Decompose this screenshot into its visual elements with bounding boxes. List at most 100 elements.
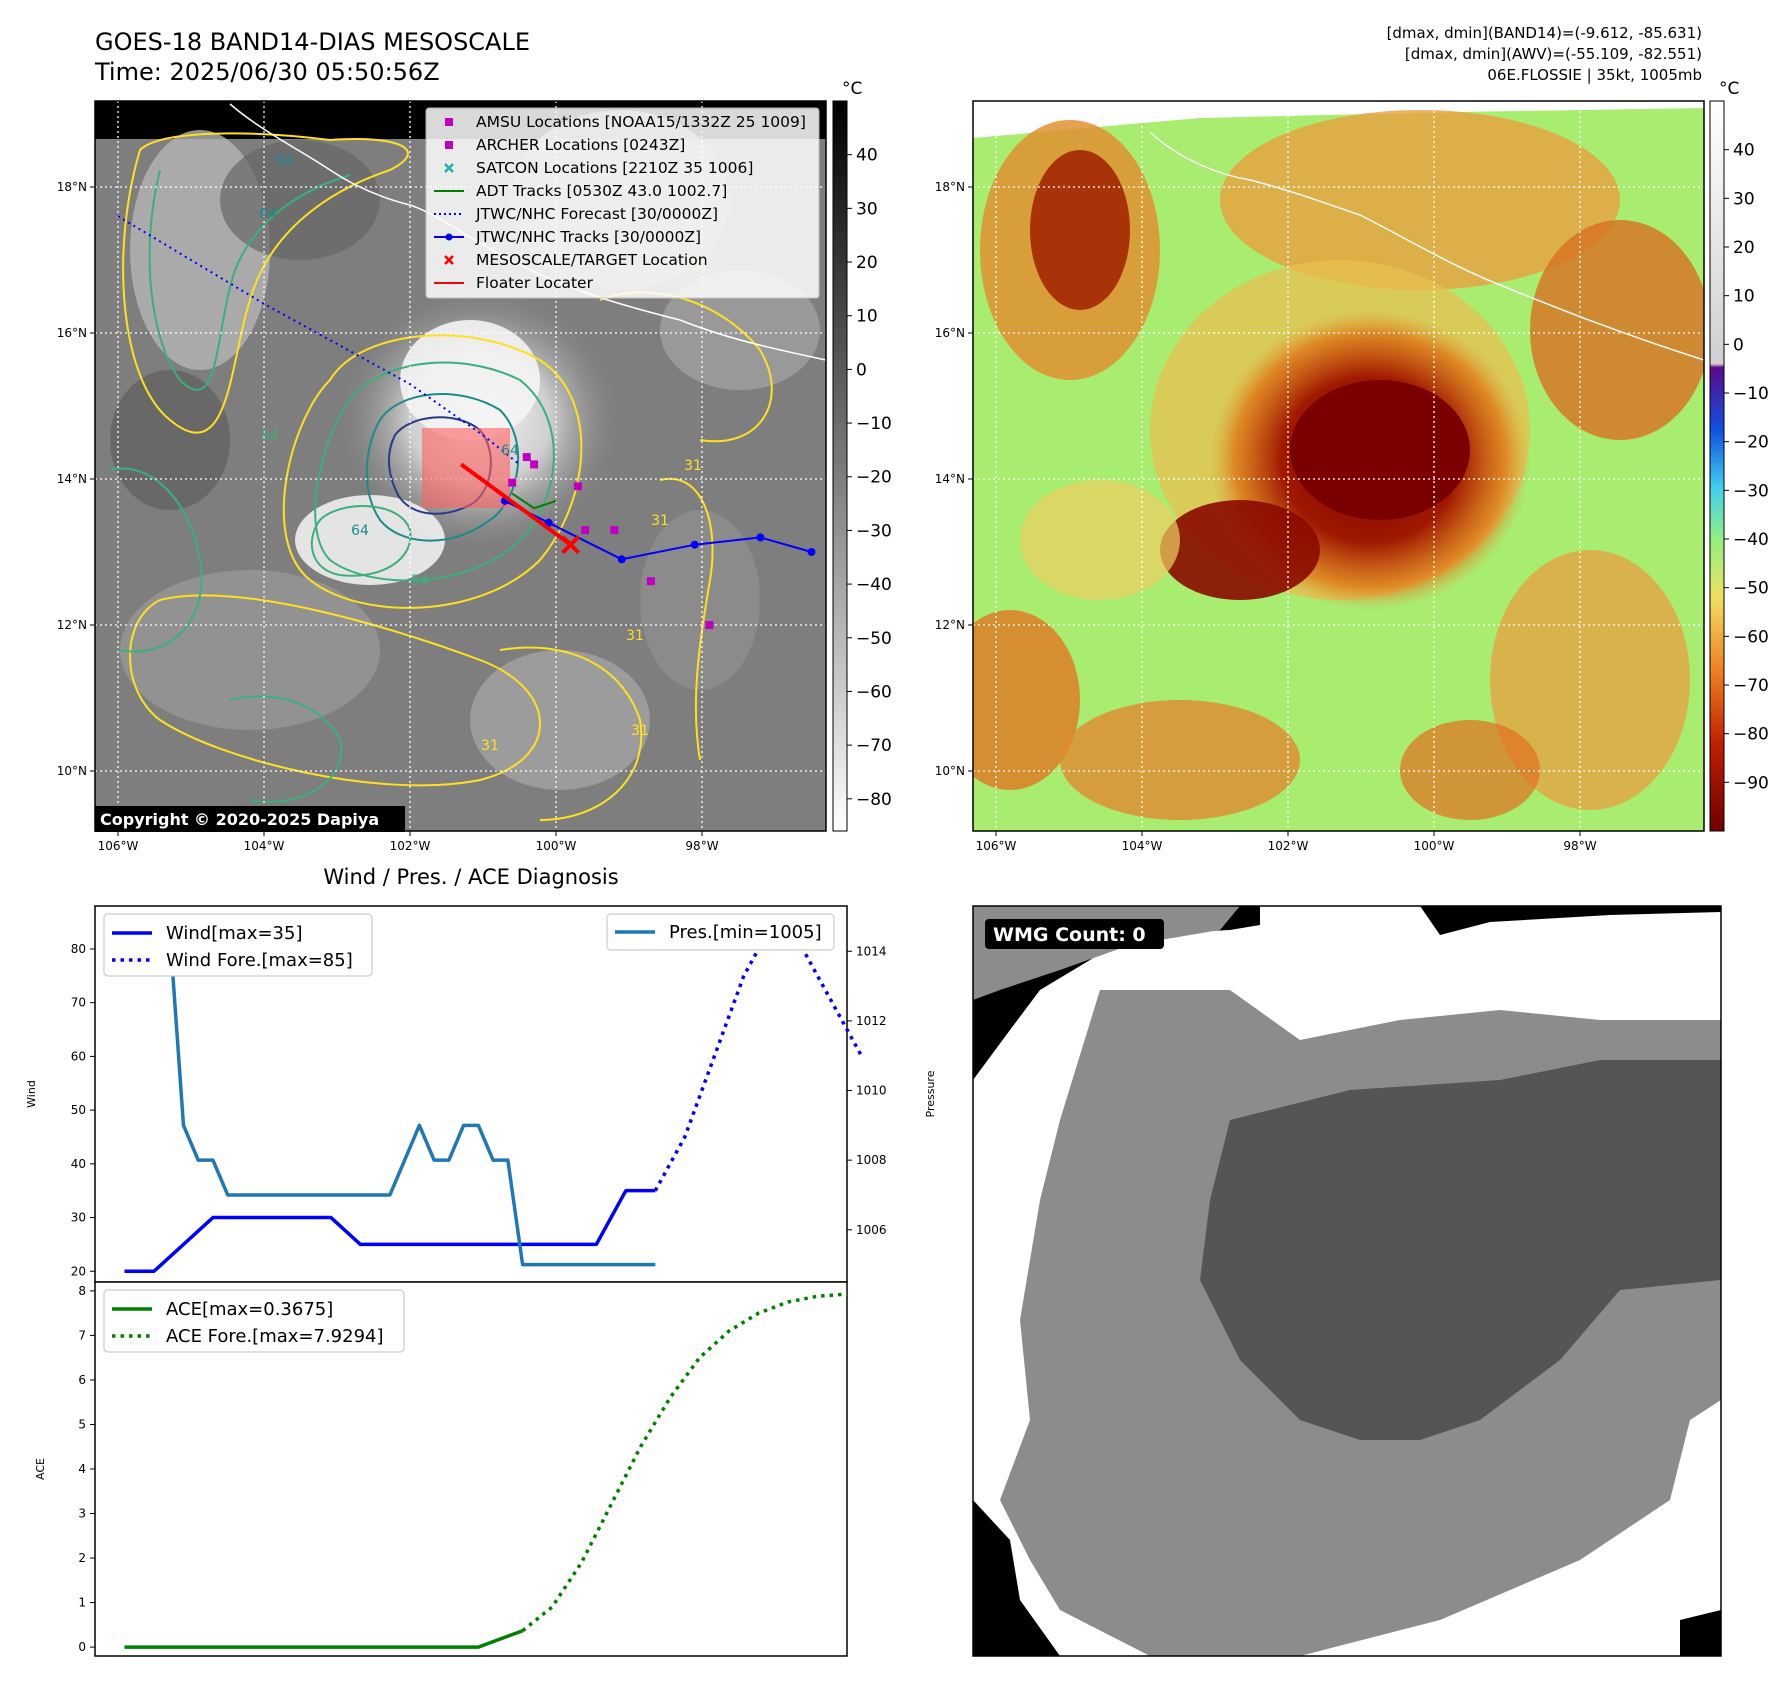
pressure-tick-label: 1008 — [856, 1153, 887, 1167]
colorbar-tick-label: −50 — [856, 629, 892, 649]
lon-tick-label: 102°W — [390, 839, 431, 853]
map-legend: AMSU Locations [NOAA15/1332Z 25 1009] ARC… — [425, 107, 820, 299]
copyright-text: Copyright © 2020-2025 Dapiya — [100, 810, 379, 829]
floater-locater-line — [459, 462, 572, 547]
legend-entry-label: ARCHER Locations [0243Z] — [476, 136, 685, 154]
colorbar-tick-label: 30 — [1733, 189, 1755, 209]
square-marker-icon — [445, 118, 453, 126]
contour-label: 64 — [259, 206, 277, 222]
contour-label: 64 — [276, 153, 294, 169]
ir-lon-ticks: 106°W 104°W 102°W 100°W 98°W — [98, 831, 719, 853]
wind-axis-label: Wind — [25, 1080, 38, 1108]
awv-lon-ticks: 106°W 104°W 102°W 100°W 98°W — [976, 831, 1597, 853]
ir-map: 646454313131313131546464 Copyright © 202… — [94, 100, 827, 832]
colorbar-tick-label: 0 — [1733, 335, 1744, 355]
adt-track-line — [511, 492, 557, 510]
legend-ace: ACE[max=0.3675] — [166, 1299, 333, 1320]
ace-tick-label: 6 — [78, 1373, 86, 1387]
archer-marker — [522, 453, 531, 462]
colorbar-tick-label: 40 — [856, 146, 878, 166]
wind-tick-label: 80 — [71, 942, 86, 956]
colorbar-tick-label: 20 — [856, 253, 878, 273]
ir-lat-ticks: 18°N 16°N 14°N 12°N 10°N — [57, 180, 95, 778]
lon-tick-label: 98°W — [1563, 839, 1596, 853]
ir-track-layer — [117, 215, 816, 629]
ace-tick-label: 3 — [78, 1507, 86, 1521]
colorbar-tick-label: −80 — [856, 790, 892, 810]
ace-tick-label: 0 — [78, 1640, 86, 1654]
contour-label: 54 — [411, 573, 429, 589]
track-point — [807, 548, 816, 556]
colorbar-tick-label: 0 — [856, 360, 867, 380]
lat-tick-label: 10°N — [57, 764, 87, 778]
ace-series — [124, 1292, 848, 1649]
colorbar-tick-label: −20 — [1733, 433, 1769, 453]
best-track-line — [504, 500, 812, 561]
wind-tick-label: 70 — [71, 996, 86, 1010]
mesoscale-target-marker — [561, 535, 581, 555]
legend-entry-label: Floater Locater — [476, 274, 594, 292]
info-storm: 06E.FLOSSIE | 35kt, 1005mb — [1487, 66, 1702, 84]
colorbar-tick-label: −40 — [1733, 530, 1769, 550]
lat-tick-label: 16°N — [935, 326, 965, 340]
wmg-panel: WMG Count: 0 — [972, 905, 1722, 1657]
lat-tick-label: 16°N — [57, 326, 87, 340]
lat-tick-label: 18°N — [57, 180, 87, 194]
lat-tick-label: 14°N — [935, 472, 965, 486]
x-marker-icon — [444, 163, 454, 173]
square-marker-icon — [445, 141, 453, 149]
legend-entry-label: SATCON Locations [2210Z 35 1006] — [476, 159, 753, 177]
lon-tick-label: 106°W — [976, 839, 1017, 853]
colorbar-tick-label: −70 — [856, 736, 892, 756]
legend-entry-label: JTWC/NHC Tracks [30/0000Z] — [475, 228, 701, 246]
legend-ace-fore: ACE Fore.[max=7.9294] — [166, 1326, 384, 1347]
lat-tick-label: 14°N — [57, 472, 87, 486]
pressure-tick-label: 1010 — [856, 1084, 887, 1098]
pressure-tick-label: 1006 — [856, 1223, 887, 1237]
line-dot-icon — [434, 233, 464, 241]
colorbar-tick-label: 20 — [1733, 238, 1755, 258]
wind-tick-label: 30 — [71, 1211, 86, 1225]
colorbar-tick-label: −10 — [856, 414, 892, 434]
color-colorbar: °C 40 30 20 10 0 −10 −20 −30 −40 −50 −60 −70 −80 −90 — [1709, 79, 1769, 832]
figure-time: Time: 2025/06/30 05:50:56Z — [94, 58, 440, 86]
legend-pres: Pres.[min=1005] — [669, 922, 822, 943]
legend-entry-label: ADT Tracks [0530Z 43.0 1002.7] — [476, 182, 727, 200]
wind-pressure-panel: 20 30 40 50 60 70 80 1006 1008 1010 1012 1014 Wind… — [25, 905, 937, 1283]
archer-marker — [581, 526, 590, 535]
ace-tick-label: 2 — [78, 1551, 86, 1565]
figure-title: GOES-18 BAND14-DIAS MESOSCALE — [95, 28, 530, 56]
colorbar-tick-label: 10 — [856, 307, 878, 327]
colorbar-tick-label: 40 — [1733, 141, 1755, 161]
gray-colorbar-unit: °C — [842, 79, 862, 99]
wind-tick-label: 40 — [71, 1157, 86, 1171]
wmg-count: WMG Count: 0 — [993, 924, 1146, 946]
legend-entry-label: AMSU Locations [NOAA15/1332Z 25 1009] — [476, 113, 806, 131]
track-point — [617, 555, 626, 564]
colorbar-tick-label: −60 — [856, 682, 892, 702]
ace-panel: 0 1 2 3 4 5 6 7 8 ACE ACE[max=0.3675] ACE Fore.[… — [34, 1281, 848, 1657]
archer-marker — [573, 482, 582, 491]
archer-marker — [610, 526, 619, 535]
archer-marker — [705, 621, 714, 629]
colorbar-tick-label: −10 — [1733, 384, 1769, 404]
ace-tick-label: 1 — [78, 1596, 86, 1610]
contour-label: 31 — [684, 458, 702, 474]
colorbar-tick-label: −50 — [1733, 579, 1769, 599]
wind-tick-label: 20 — [71, 1264, 86, 1278]
awv-map — [972, 100, 1705, 832]
colorbar-tick-label: −20 — [856, 468, 892, 488]
info-awv: [dmax, dmin](AWV)=(-55.109, -82.551) — [1405, 45, 1702, 63]
contour-label: 31 — [481, 738, 499, 754]
contour-label: 31 — [631, 723, 649, 739]
forecast-track-line — [117, 215, 521, 466]
colorbar-tick-label: −70 — [1733, 676, 1769, 696]
lat-tick-label: 12°N — [57, 618, 87, 632]
pressure-axis-label: Pressure — [924, 1070, 937, 1117]
lon-tick-label: 104°W — [244, 839, 285, 853]
lon-tick-label: 104°W — [1122, 839, 1163, 853]
legend-entry-label: MESOSCALE/TARGET Location — [476, 251, 708, 269]
series-line-pres- — [124, 914, 656, 1267]
series-line-wind — [124, 1188, 656, 1274]
